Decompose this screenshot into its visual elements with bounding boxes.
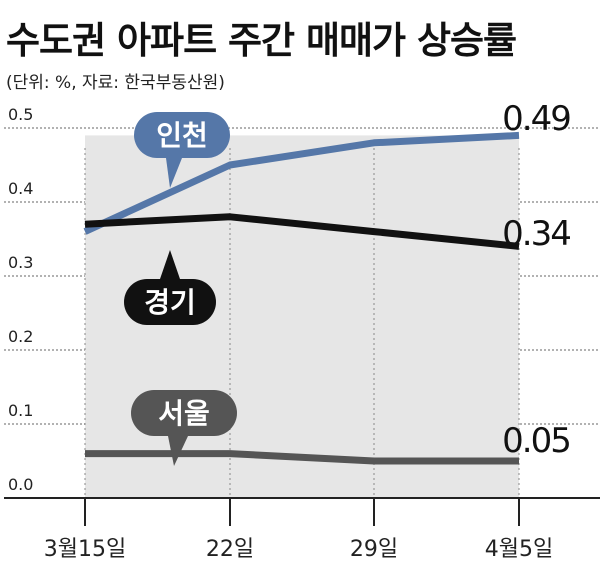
y-tick-label: 0.3	[8, 253, 33, 272]
y-axis-ticks: 0.0 0.1 0.2 0.3 0.4 0.5	[8, 105, 33, 494]
end-value-label: 0.05	[502, 421, 570, 461]
series-lines	[83, 131, 520, 465]
series-line-2	[85, 450, 519, 465]
x-tick-label: 4월5일	[485, 537, 553, 562]
callout-tail	[166, 158, 182, 188]
y-tick-label: 0.2	[8, 327, 33, 346]
series-name-label: 인천	[156, 119, 208, 152]
series-name-label: 경기	[144, 286, 196, 319]
y-tick-label: 0.4	[8, 179, 33, 198]
series-line-1	[84, 213, 520, 250]
y-tick-label: 0.5	[8, 105, 33, 124]
series-name-label: 서울	[158, 397, 210, 430]
chart-title: 수도권 아파트 주간 매매가 상승률	[6, 19, 517, 62]
y-tick-label: 0.1	[8, 401, 33, 420]
x-tick-label: 22일	[206, 537, 254, 562]
callout-bubble	[134, 112, 230, 158]
series-line-0	[83, 131, 520, 235]
x-tick-label: 3월15일	[44, 537, 126, 562]
end-labels: 0.49 0.34 0.05	[502, 99, 572, 461]
y-tick-label: 0.0	[8, 475, 33, 494]
chart-subtitle: (단위: %, 자료: 한국부동산원)	[6, 73, 225, 93]
callout-bubble	[124, 279, 216, 325]
x-tick-label: 29일	[350, 537, 398, 562]
category-lines	[4, 148, 600, 499]
callout-tail	[160, 250, 180, 279]
callout-bubble	[131, 390, 237, 436]
end-value-label: 0.49	[502, 99, 570, 139]
callout-tail	[168, 436, 188, 466]
x-axis-ticks: 3월15일 22일 29일 4월5일	[44, 498, 553, 562]
end-value-label: 0.34	[502, 214, 570, 254]
